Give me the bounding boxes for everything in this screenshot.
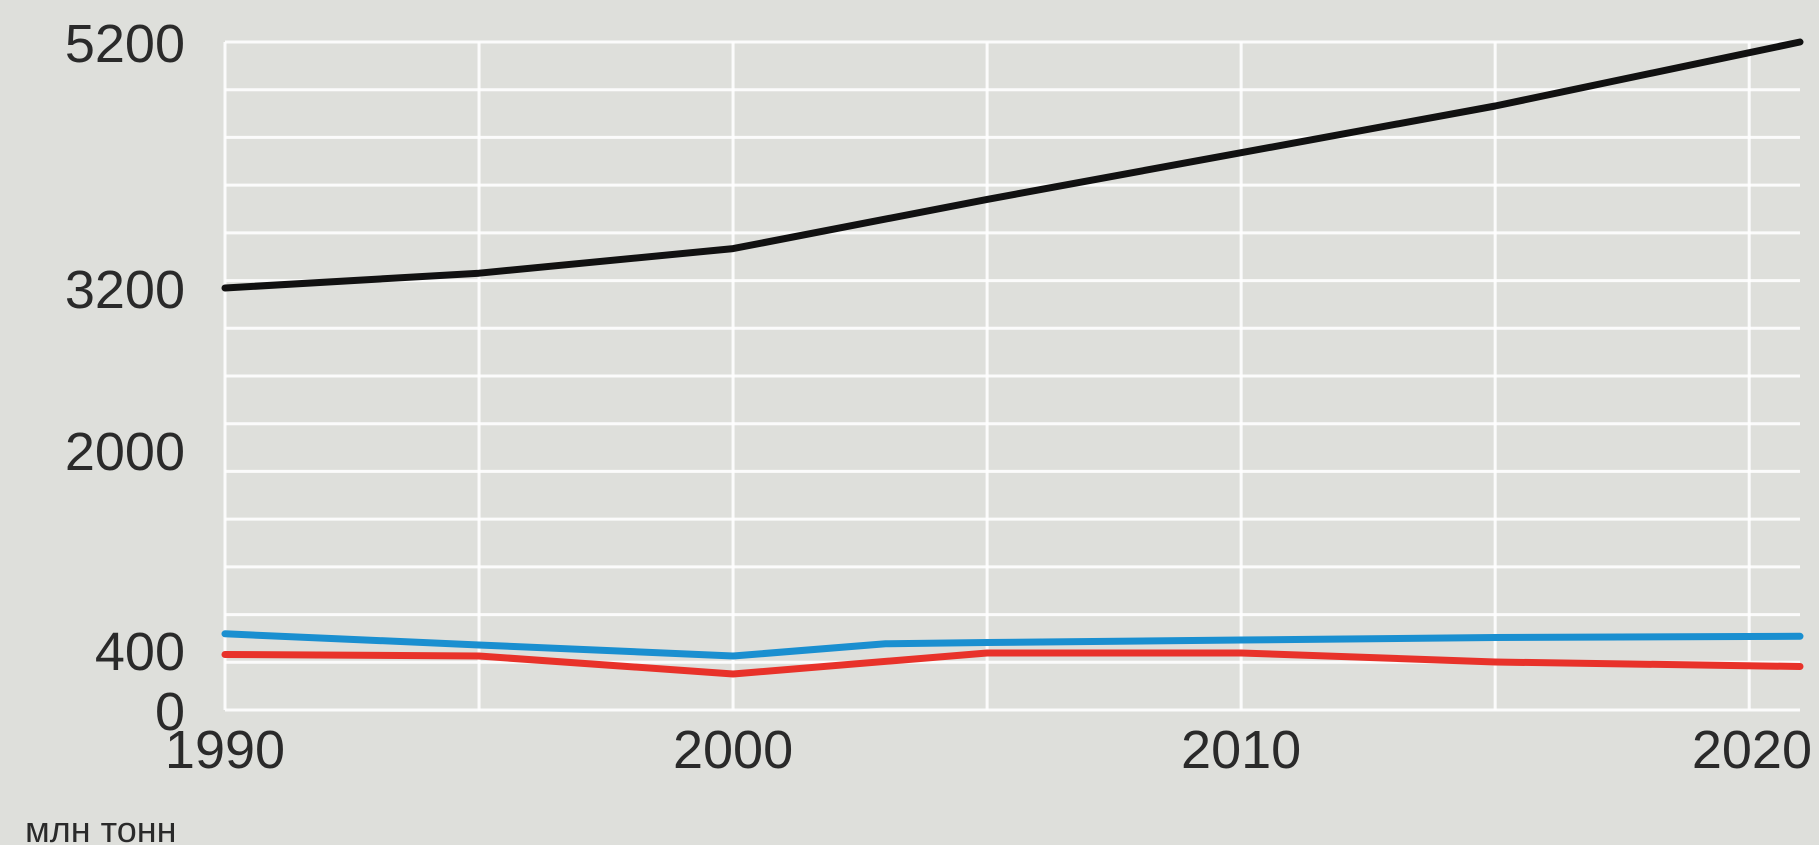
x-tick-label: 1990 [165,720,285,780]
series-line-2 [221,630,1804,660]
y-tick-label: 2000 [65,422,185,482]
y-tick-label: 5200 [65,14,185,74]
x-tick-label: 2010 [1181,720,1301,780]
series-line-1 [221,38,1804,292]
series-line-3 [221,649,1804,678]
y-tick-label: 0 [155,682,185,742]
y-tick-label: 3200 [65,260,185,320]
unit-label: млн тонн [25,809,177,845]
x-axis-labels: 1990 2000 2010 2020 [165,720,1812,780]
x-tick-label: 2020 [1692,720,1812,780]
chart-series [221,38,1804,678]
y-tick-label: 400 [95,622,185,682]
x-tick-label: 2000 [673,720,793,780]
chart-grid [223,40,1800,712]
